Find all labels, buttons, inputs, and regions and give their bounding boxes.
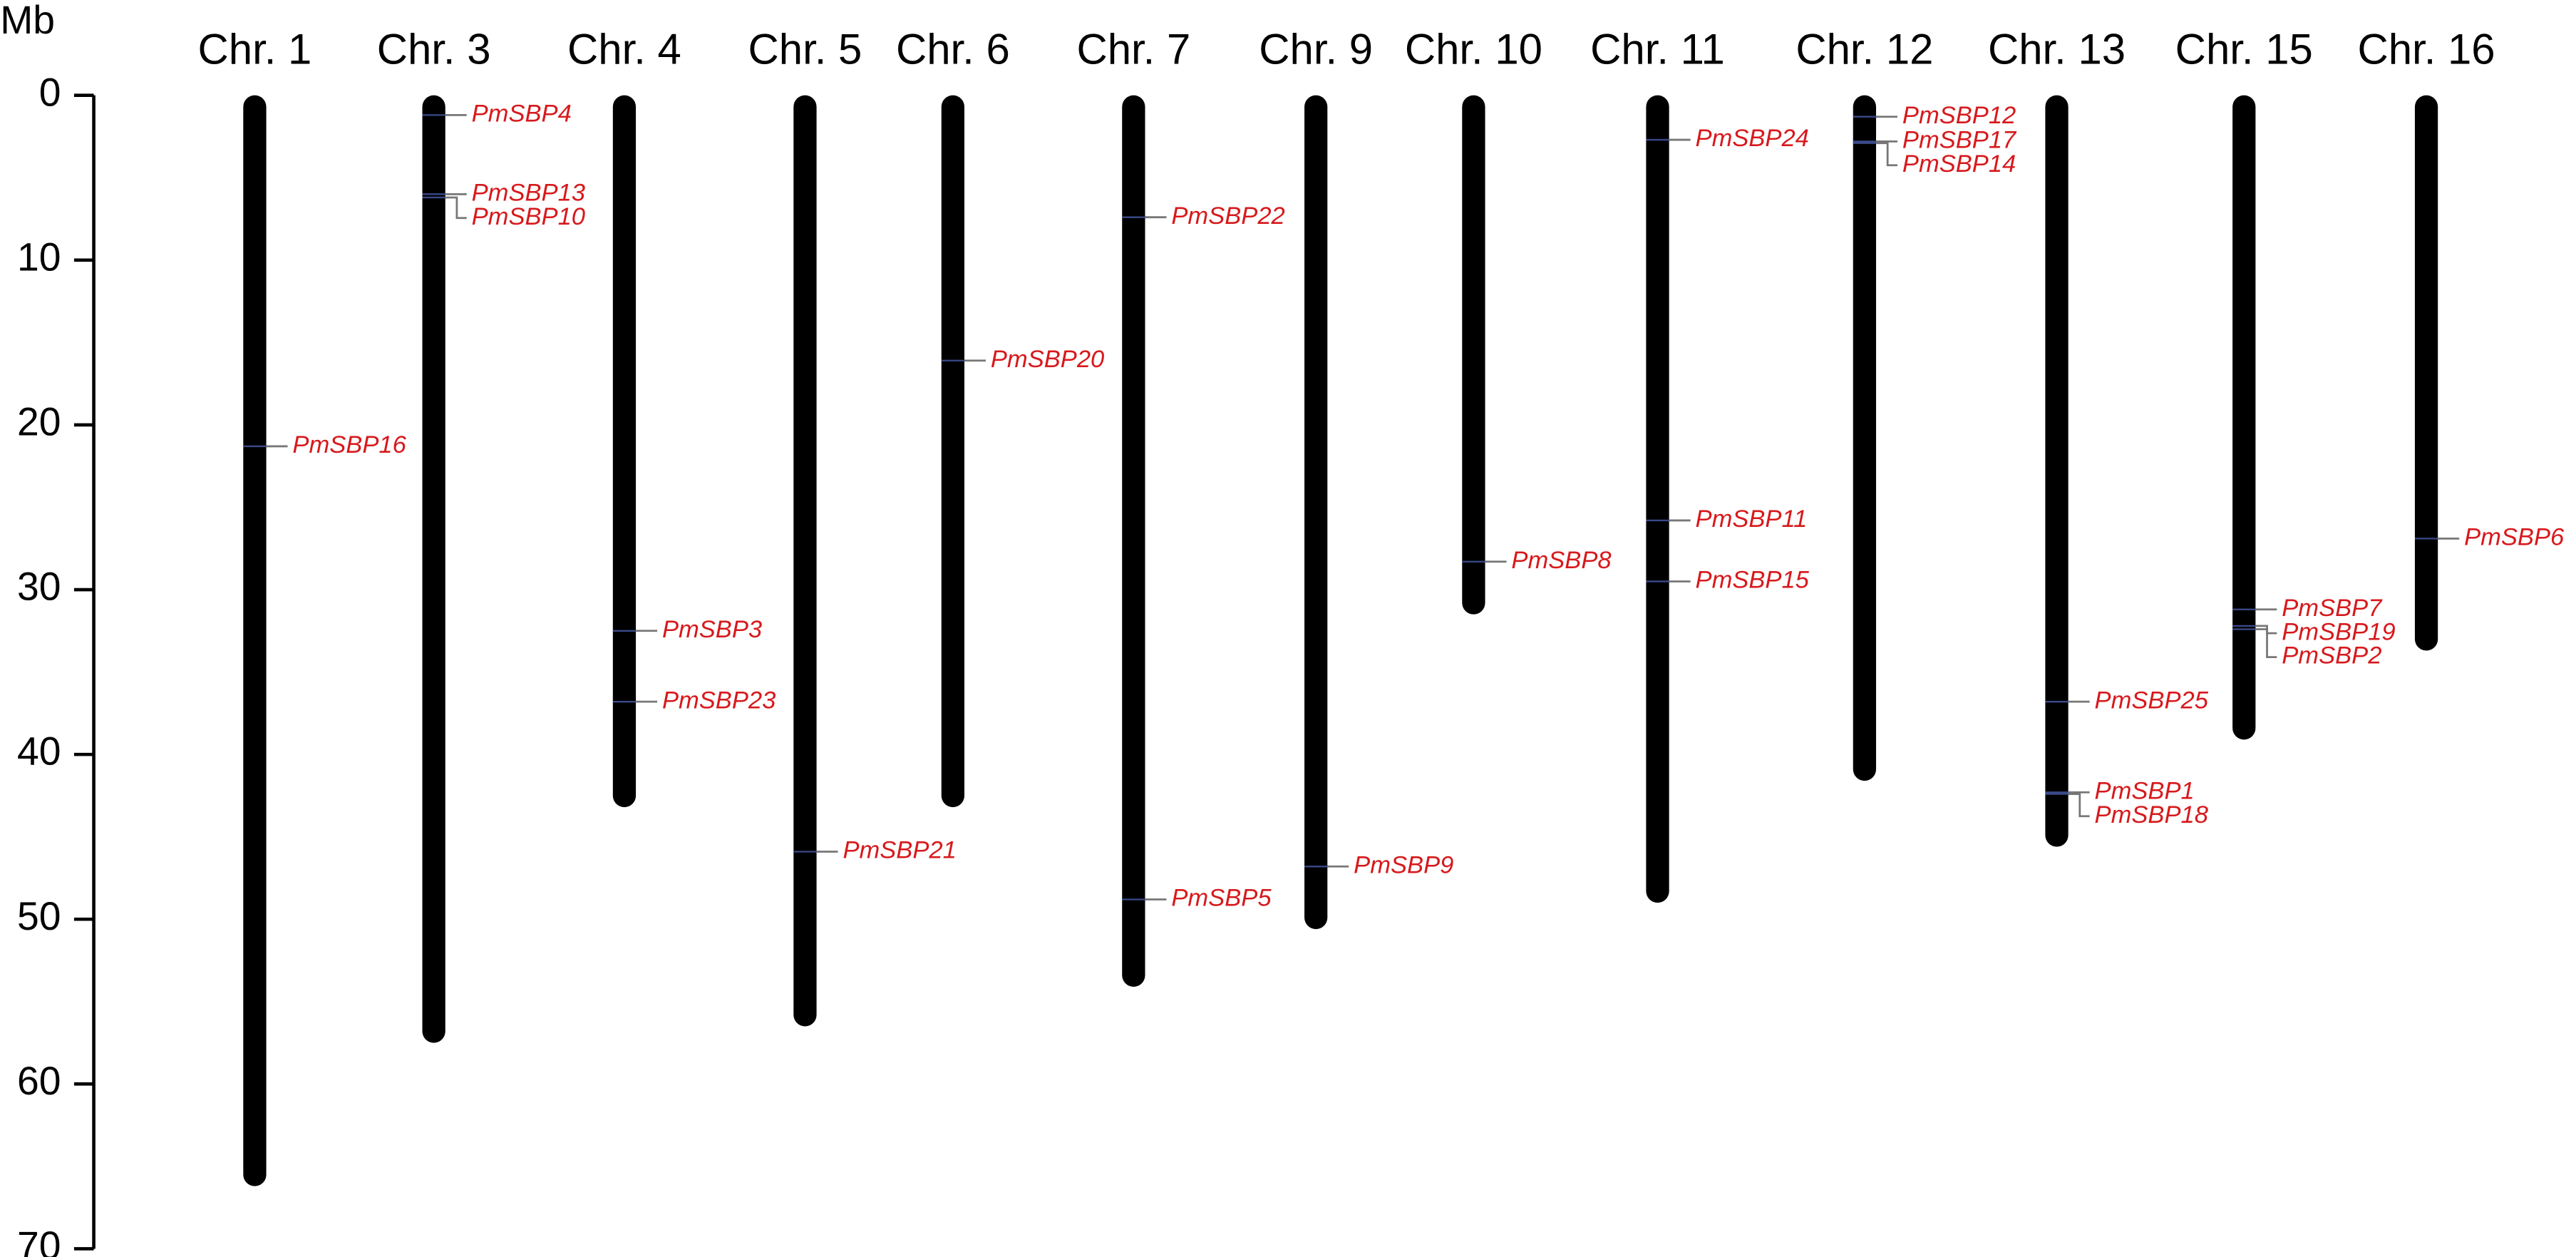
- chromosome: [1304, 95, 1328, 930]
- y-axis-label: Mb: [0, 0, 55, 42]
- gene-label: PmSBP13: [472, 179, 585, 206]
- y-tick-label: 70: [17, 1223, 61, 1257]
- chromosome-label: Chr. 4: [567, 26, 681, 73]
- gene-label: PmSBP5: [1171, 885, 1272, 912]
- gene-label: PmSBP18: [2095, 801, 2209, 828]
- chromosome-label: Chr. 13: [1988, 26, 2126, 73]
- y-tick-label: 0: [39, 70, 61, 114]
- y-tick-label: 30: [17, 565, 61, 609]
- y-tick-label: 10: [17, 235, 61, 279]
- chromosome: [1646, 95, 1669, 903]
- gene-label: PmSBP23: [662, 687, 776, 714]
- gene-label: PmSBP12: [1902, 102, 2016, 129]
- chromosome-label: Chr. 6: [896, 26, 1010, 73]
- chromosome: [2414, 95, 2438, 651]
- chromosome-label: Chr. 3: [377, 26, 491, 73]
- gene-label: PmSBP3: [662, 616, 762, 643]
- chromosome-label: Chr. 9: [1259, 26, 1373, 73]
- chromosome: [2232, 95, 2256, 740]
- gene-label: PmSBP1: [2095, 777, 2195, 804]
- gene-label: PmSBP25: [2095, 687, 2209, 714]
- chromosome-label: Chr. 15: [2175, 26, 2313, 73]
- chromosome: [1462, 95, 1485, 615]
- chromosome-label: Chr. 12: [1796, 26, 1933, 73]
- gene-label: PmSBP10: [472, 203, 585, 230]
- gene-label: PmSBP21: [843, 837, 956, 864]
- gene-connector: [2068, 793, 2090, 818]
- y-tick-label: 60: [17, 1059, 61, 1103]
- chromosome-label: Chr. 5: [748, 26, 862, 73]
- chromosome: [243, 95, 267, 1186]
- y-tick-label: 20: [17, 400, 61, 444]
- gene-label: PmSBP24: [1696, 125, 1809, 152]
- gene-connector: [1876, 142, 1897, 167]
- gene-connector: [2255, 628, 2277, 658]
- chromosome-label: Chr. 10: [1405, 26, 1542, 73]
- chromosome: [1122, 95, 1145, 987]
- chromosome: [612, 95, 637, 808]
- gene-label: PmSBP17: [1902, 127, 2017, 154]
- gene-label: PmSBP22: [1171, 202, 1284, 230]
- gene-label: PmSBP14: [1902, 150, 2016, 178]
- chromosome: [1853, 95, 1877, 781]
- gene-label: PmSBP8: [1511, 547, 1612, 574]
- gene-label: PmSBP19: [2282, 618, 2395, 645]
- chromosome: [941, 95, 964, 808]
- chromosome: [793, 95, 817, 1027]
- chromosome-label: Chr. 16: [2357, 26, 2495, 73]
- chromosome-label: Chr. 1: [198, 26, 312, 73]
- gene-label: PmSBP2: [2282, 642, 2381, 669]
- gene-label: PmSBP16: [292, 431, 406, 458]
- chromosome-label: Chr. 7: [1076, 26, 1190, 73]
- gene-label: PmSBP9: [1354, 851, 1453, 878]
- y-tick-label: 50: [17, 894, 61, 938]
- gene-label: PmSBP4: [472, 101, 572, 128]
- gene-label: PmSBP11: [1696, 506, 1808, 533]
- gene-label: PmSBP20: [991, 346, 1104, 373]
- gene-label: PmSBP6: [2464, 523, 2565, 550]
- chromosome: [2045, 95, 2068, 847]
- chromosome-label: Chr. 11: [1590, 26, 1725, 73]
- chromosome: [422, 95, 445, 1043]
- gene-label: PmSBP15: [1696, 567, 1810, 594]
- gene-label: PmSBP7: [2282, 595, 2383, 622]
- gene-connector: [445, 196, 467, 220]
- y-tick-label: 40: [17, 729, 61, 774]
